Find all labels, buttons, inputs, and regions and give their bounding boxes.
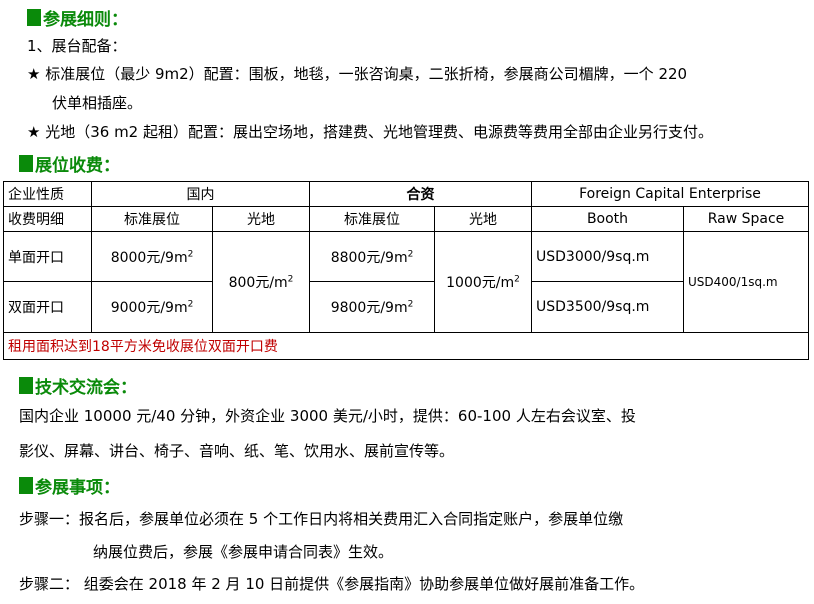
- green-square-icon: [19, 477, 33, 494]
- standard-booth-line-cont: 伏单相插座。: [52, 94, 143, 112]
- price-cell: USD3500/9sq.m: [531, 281, 684, 333]
- row-label: 单面开口: [3, 231, 92, 282]
- header-cell: 合资: [309, 181, 532, 207]
- header-cell: 标准展位: [309, 206, 435, 232]
- header-cell: 光地: [212, 206, 310, 232]
- price-cell: 1000元/m2: [434, 231, 532, 333]
- raw-space-line: ★ 光地（36 m2 起租）配置：展出空场地，搭建费、光地管理费、电源费等费用全…: [27, 123, 713, 141]
- heading-text: 技术交流会：: [35, 378, 137, 398]
- section-heading-notes: 参展事项：: [19, 473, 120, 498]
- fee-note: 租用面积达到18平方米免收展位双面开口费: [3, 332, 809, 360]
- price-cell: 8000元/9m2: [91, 231, 213, 282]
- header-cell: Raw Space: [683, 206, 809, 232]
- section-heading-fees: 展位收费：: [19, 151, 120, 176]
- standard-booth-line: ★ 标准展位（最少 9m2）配置：围板，地毯，一张咨询桌，二张折椅，参展商公司楣…: [27, 65, 688, 83]
- section-heading-rules: 参展细则：: [27, 5, 128, 30]
- header-cell: Booth: [531, 206, 684, 232]
- heading-text: 参展细则：: [43, 10, 128, 30]
- tech-exchange-line2: 影仪、屏幕、讲台、椅子、音响、纸、笔、饮用水、展前宣传等。: [19, 442, 455, 460]
- header-cell: Foreign Capital Enterprise: [531, 181, 809, 207]
- green-square-icon: [19, 155, 33, 172]
- step1-line2: 纳展位费后，参展《参展申请合同表》生效。: [93, 543, 394, 561]
- price-cell: USD400/1sq.m: [683, 231, 809, 333]
- header-cell: 收费明细: [3, 206, 92, 232]
- fee-table: 企业性质 国内 合资 Foreign Capital Enterprise 收费…: [3, 181, 809, 360]
- row-label: 双面开口: [3, 281, 92, 333]
- header-cell: 光地: [434, 206, 532, 232]
- price-cell: 800元/m2: [212, 231, 310, 333]
- step2-line: 步骤二： 组委会在 2018 年 2 月 10 日前提供《参展指南》协助参展单位…: [19, 575, 645, 593]
- header-cell: 国内: [91, 181, 310, 207]
- green-square-icon: [19, 377, 33, 394]
- price-cell: 9000元/9m2: [91, 281, 213, 333]
- step1-line1: 步骤一：报名后，参展单位必须在 5 个工作日内将相关费用汇入合同指定账户，参展单…: [19, 510, 624, 528]
- green-square-icon: [27, 9, 41, 26]
- header-cell: 标准展位: [91, 206, 213, 232]
- heading-text: 展位收费：: [35, 156, 120, 176]
- header-cell: 企业性质: [3, 181, 92, 207]
- item-booth-config: 1、展台配备：: [27, 37, 127, 55]
- heading-text: 参展事项：: [35, 478, 120, 498]
- price-cell: 8800元/9m2: [309, 231, 435, 282]
- section-heading-tech-exchange: 技术交流会：: [19, 373, 137, 398]
- price-cell: USD3000/9sq.m: [531, 231, 684, 282]
- tech-exchange-line1: 国内企业 10000 元/40 分钟，外资企业 3000 美元/小时，提供：60…: [19, 407, 636, 425]
- price-cell: 9800元/9m2: [309, 281, 435, 333]
